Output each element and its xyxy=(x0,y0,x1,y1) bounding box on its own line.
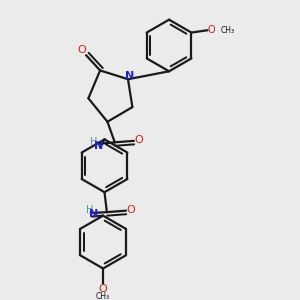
Text: CH₃: CH₃ xyxy=(96,292,110,300)
Text: CH₃: CH₃ xyxy=(220,26,235,35)
Text: H: H xyxy=(85,205,93,214)
Text: N: N xyxy=(89,208,98,219)
Text: N: N xyxy=(94,141,103,151)
Text: O: O xyxy=(99,284,107,294)
Text: H: H xyxy=(90,137,97,147)
Text: O: O xyxy=(135,135,143,145)
Text: O: O xyxy=(208,25,215,34)
Text: N: N xyxy=(125,71,134,81)
Text: O: O xyxy=(77,45,86,55)
Text: O: O xyxy=(127,205,136,215)
